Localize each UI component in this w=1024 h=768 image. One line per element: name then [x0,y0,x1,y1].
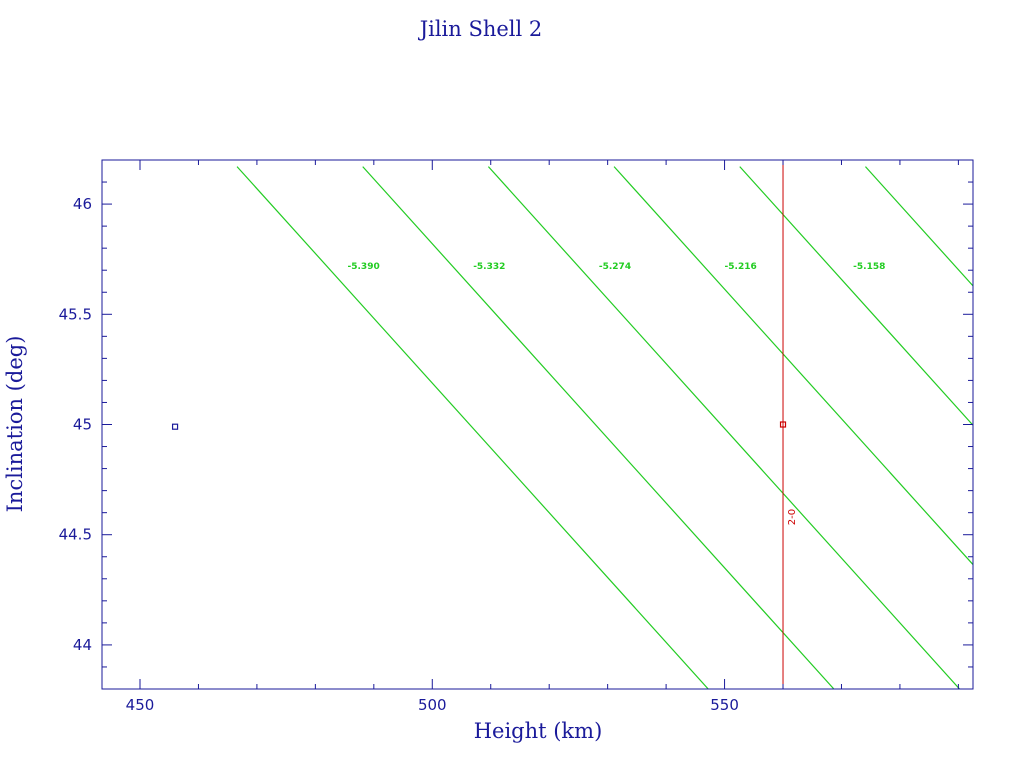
x-tick-label: 450 [126,696,155,714]
y-tick-label: 45.5 [59,305,92,323]
y-tick-label: 44.5 [59,526,92,544]
contour-line [739,166,973,427]
chart-title: Jilin Shell 2 [418,17,543,41]
vertical-line-label: 2-0 [787,509,798,525]
data-marker [779,421,787,428]
contour-label-gap [469,258,520,270]
contour-label-gap [343,258,394,270]
contour-line [864,166,973,287]
x-axis-label: Height (km) [474,719,603,743]
contour-label-gap [594,258,645,270]
contour-line [487,166,961,689]
data-markers [171,421,787,430]
contour-label: -5.390 [348,262,380,272]
plot-frame [101,159,974,690]
contour-label-gap [849,258,900,270]
y-tick-label: 44 [73,636,92,654]
y-axis-label: Inclination (deg) [3,336,27,513]
contour-label: -5.216 [725,262,757,272]
x-tick-label: 500 [418,696,447,714]
contour-label: -5.274 [599,262,631,272]
contour-label: -5.332 [473,262,505,272]
vertical-marker: 2-0 [782,160,798,689]
contour-line [362,166,835,689]
contour-lines [236,166,973,689]
y-tick-label: 46 [73,195,92,213]
x-tick-label: 550 [710,696,739,714]
contour-line [236,166,709,689]
data-marker [171,423,179,430]
contour-line [613,166,973,566]
axis-ticks [102,159,973,690]
contour-label: -5.158 [853,262,885,272]
contour-label-gap [720,258,771,270]
axis-tick-labels: 450 500 550 44 44.5 45 45.5 46 [59,195,739,714]
y-tick-label: 45 [73,416,92,434]
contour-labels: -5.390 -5.332 -5.274 -5.216 -5.158 [343,258,900,272]
